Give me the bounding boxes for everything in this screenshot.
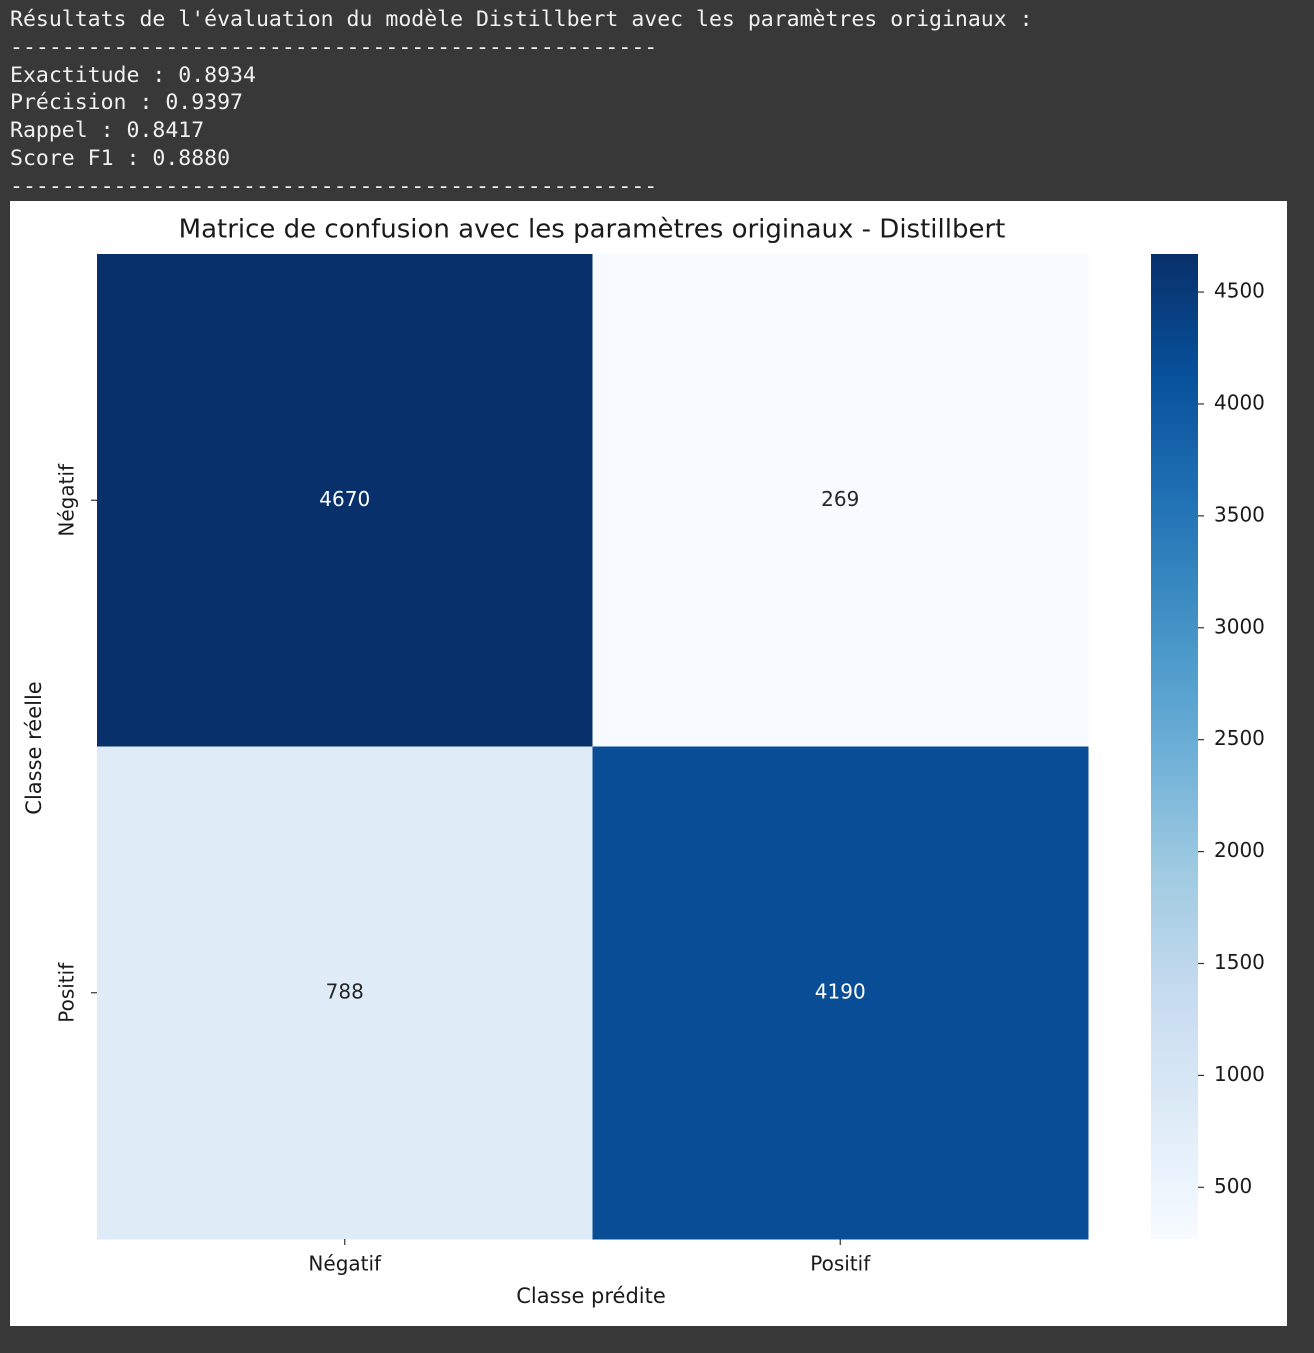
- heatmap-cell: [97, 746, 593, 1240]
- colorbar-tick-label: 1500: [1214, 950, 1265, 974]
- colorbar-tick-label: 3500: [1214, 502, 1265, 526]
- cell-label: 788: [326, 979, 364, 1003]
- colorbar-tick-label: 3000: [1214, 614, 1265, 638]
- console-line: ----------------------------------------…: [10, 173, 658, 199]
- y-tick-label: Négatif: [55, 463, 79, 537]
- cell-label: 269: [821, 487, 859, 511]
- colorbar-tick-label: 2500: [1214, 726, 1265, 750]
- heatmap-cell: [592, 254, 1089, 747]
- x-axis-label: Classe prédite: [516, 1284, 666, 1308]
- x-tick-label: Négatif: [308, 1252, 382, 1276]
- chart-title: Matrice de confusion avec les paramètres…: [179, 215, 1006, 245]
- heatmap-cell: [592, 746, 1089, 1240]
- console-line: Résultats de l'évaluation du modèle Dist…: [10, 7, 1033, 32]
- heatmap-cell: [97, 254, 593, 747]
- cell-label: 4190: [815, 979, 866, 1003]
- figure: Matrice de confusion avec les paramètres…: [10, 201, 1287, 1326]
- colorbar: [1151, 254, 1198, 1239]
- console-line: Rappel : 0.8417: [10, 118, 205, 144]
- chart: Matrice de confusion avec les paramètres…: [22, 215, 1265, 1309]
- console-output: Résultats de l'évaluation du modèle Dist…: [10, 6, 1033, 201]
- console-line: Exactitude : 0.8934: [10, 62, 256, 88]
- y-tick-label: Positif: [55, 962, 79, 1023]
- colorbar-tick-label: 4000: [1214, 390, 1265, 414]
- colorbar-tick-label: 1000: [1214, 1062, 1265, 1086]
- colorbar-tick-label: 500: [1214, 1174, 1252, 1198]
- x-tick-label: Positif: [810, 1252, 871, 1276]
- console-line: ----------------------------------------…: [10, 34, 658, 60]
- y-axis-label: Classe réelle: [22, 681, 46, 814]
- colorbar-tick-label: 2000: [1214, 838, 1265, 862]
- console-line: Score F1 : 0.8880: [10, 145, 231, 171]
- cell-label: 4670: [319, 487, 370, 511]
- colorbar-tick-label: 4500: [1214, 279, 1265, 303]
- console-line: Précision : 0.9397: [10, 90, 243, 116]
